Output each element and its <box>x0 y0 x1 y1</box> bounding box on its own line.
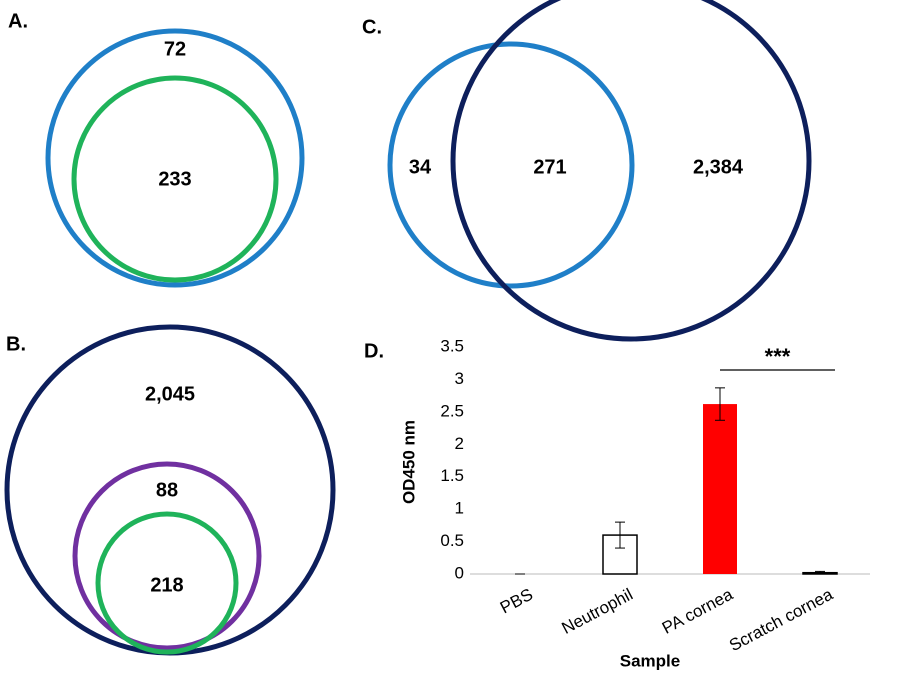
venn-count: 2,045 <box>145 383 195 405</box>
y-tick-label: 0 <box>455 563 464 582</box>
panel-label: C. <box>362 16 382 38</box>
venn-count: 218 <box>150 574 183 596</box>
venn-circle <box>72 461 262 651</box>
bar <box>703 404 737 574</box>
y-tick-label: 3 <box>455 369 464 388</box>
venn-circle <box>450 0 812 342</box>
venn-count: 2,384 <box>693 156 744 178</box>
y-tick-label: 0.5 <box>440 531 464 550</box>
panel-label: B. <box>6 333 26 355</box>
venn-count: 271 <box>533 156 566 178</box>
x-axis-label: Sample <box>620 651 680 670</box>
y-tick-label: 3.5 <box>440 336 464 355</box>
x-tick-label: PA cornea <box>659 584 737 637</box>
x-tick-label: Scratch cornea <box>726 584 836 655</box>
x-tick-label: Neutrophil <box>559 585 636 638</box>
venn-circle <box>95 511 239 655</box>
venn-count: 88 <box>156 479 178 501</box>
venn-count: 233 <box>158 168 191 190</box>
y-tick-label: 2 <box>455 434 464 453</box>
venn-circle <box>45 28 305 288</box>
panel-label: D. <box>364 340 384 362</box>
venn-circle <box>387 41 635 289</box>
y-tick-label: 2.5 <box>440 401 464 420</box>
venn-circle <box>71 75 279 283</box>
venn-count: 34 <box>409 156 432 178</box>
venn-count: 72 <box>164 38 186 60</box>
y-tick-label: 1.5 <box>440 466 464 485</box>
x-tick-label: PBS <box>497 585 536 618</box>
y-axis-label: OD450 nm <box>399 420 418 504</box>
significance-label: *** <box>765 344 791 369</box>
panel-label: A. <box>8 10 28 32</box>
y-tick-label: 1 <box>455 499 464 518</box>
